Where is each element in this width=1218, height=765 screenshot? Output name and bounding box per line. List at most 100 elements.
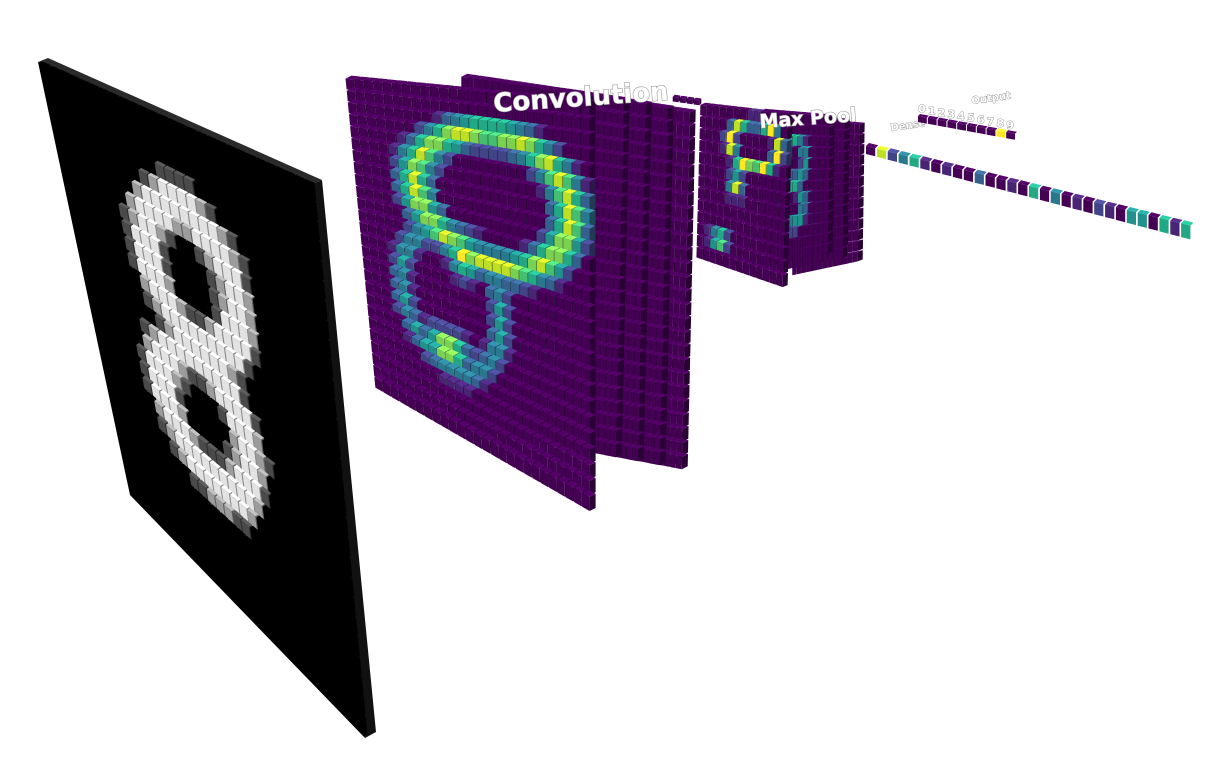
input-pixel-cell-top bbox=[124, 191, 137, 198]
input-pixel-cell-top bbox=[234, 285, 246, 293]
input-pixel-cell-top bbox=[97, 87, 110, 94]
input-pixel-cell bbox=[51, 125, 64, 144]
input-pixel-cell-top bbox=[219, 176, 232, 183]
input-pixel-cell-top bbox=[236, 236, 248, 243]
input-pixel-cell-top bbox=[236, 370, 248, 379]
input-pixel-cell-top bbox=[83, 154, 96, 161]
input-pixel-cell-side bbox=[328, 360, 334, 381]
input-pixel-cell bbox=[118, 204, 130, 224]
input-pixel-cell bbox=[172, 328, 184, 349]
input-pixel-cell bbox=[124, 322, 135, 343]
input-pixel-cell-top bbox=[143, 246, 155, 254]
input-pixel-cell bbox=[80, 223, 92, 243]
input-pixel-cell-top bbox=[221, 375, 232, 384]
input-pixel-cell bbox=[268, 201, 279, 223]
input-pixel-cell-top bbox=[129, 117, 142, 124]
input-pixel-cell-top bbox=[170, 309, 182, 317]
convolution-layer bbox=[345, 73, 696, 511]
input-pixel-cell bbox=[84, 279, 96, 300]
input-pixel-cell-top bbox=[160, 195, 172, 202]
input-pixel-cell bbox=[93, 286, 105, 306]
input-pixel-cell-top bbox=[214, 386, 226, 395]
input-pixel-cell-top bbox=[139, 317, 151, 325]
input-pixel-cell bbox=[112, 299, 123, 320]
input-pixel-cell-top bbox=[193, 356, 205, 364]
input-pixel-cell-top bbox=[93, 201, 105, 209]
input-pixel-cell bbox=[106, 308, 117, 329]
input-pixel-cell-top bbox=[255, 383, 267, 391]
input-pixel-cell-top bbox=[229, 249, 241, 256]
input-pixel-cell-top bbox=[127, 251, 139, 259]
input-pixel-cell-top bbox=[127, 207, 140, 215]
input-pixel-cell-top bbox=[182, 332, 193, 341]
input-pixel-cell-top bbox=[100, 103, 112, 110]
input-pixel-cell bbox=[58, 156, 70, 175]
input-pixel-cell-top bbox=[64, 143, 77, 151]
input-pixel-cell-top bbox=[212, 369, 223, 377]
input-pixel-cell bbox=[221, 377, 232, 400]
input-pixel-cell-top bbox=[217, 292, 229, 300]
input-pixel-cell bbox=[118, 247, 129, 268]
input-pixel-cell bbox=[114, 273, 126, 294]
input-pixel-cell bbox=[306, 220, 317, 242]
input-pixel-cell bbox=[121, 220, 133, 241]
input-pixel-cell bbox=[224, 146, 236, 167]
input-pixel-cell-top bbox=[153, 207, 165, 214]
input-pixel-cell-top bbox=[99, 191, 111, 199]
input-pixel-cell-top bbox=[234, 148, 246, 155]
input-pixel-cell-top bbox=[196, 373, 208, 382]
input-pixel-cell-top bbox=[278, 364, 290, 373]
input-pixel-cell-top bbox=[171, 152, 183, 159]
input-pixel-cell-top bbox=[58, 154, 70, 161]
input-pixel-cell-top bbox=[236, 304, 248, 312]
input-pixel-cell-top bbox=[96, 175, 108, 182]
input-pixel-cell-top bbox=[77, 206, 89, 214]
input-pixel-cell-top bbox=[115, 185, 127, 193]
input-pixel-cell bbox=[124, 280, 135, 300]
input-pixel-cell-top bbox=[51, 81, 64, 88]
input-pixel-cell bbox=[93, 245, 105, 265]
input-pixel-cell-top bbox=[272, 237, 284, 245]
input-pixel-cell-top bbox=[112, 169, 124, 176]
input-pixel-cell bbox=[246, 173, 257, 195]
input-pixel-cell bbox=[214, 388, 225, 411]
input-pixel-cell bbox=[204, 318, 215, 340]
input-pixel-cell-top bbox=[193, 245, 206, 253]
input-pixel-cell-top bbox=[192, 292, 204, 300]
input-pixel-cell-top bbox=[299, 325, 311, 332]
input-pixel-cell-top bbox=[239, 388, 251, 397]
input-pixel-cell-top bbox=[158, 130, 171, 137]
input-pixel-cell-top bbox=[175, 234, 187, 242]
input-pixel-cell-top bbox=[217, 225, 229, 233]
input-pixel-cell-top bbox=[305, 383, 317, 391]
input-pixel-cell bbox=[223, 395, 234, 418]
input-pixel-cell-top bbox=[90, 143, 102, 150]
input-pixel-cell-top bbox=[135, 151, 147, 158]
input-pixel-cell-top bbox=[151, 340, 163, 348]
input-pixel-cell-top bbox=[143, 201, 156, 209]
input-pixel-cell bbox=[142, 335, 153, 356]
input-pixel-cell-top bbox=[255, 315, 267, 323]
input-board-top bbox=[38, 58, 322, 184]
input-pixel-cell-top bbox=[68, 74, 80, 81]
input-pixel-cell bbox=[71, 177, 83, 196]
input-pixel-cell-top bbox=[74, 231, 86, 239]
input-pixel-cell-top bbox=[269, 289, 281, 297]
input-pixel-cell-top bbox=[87, 126, 99, 134]
input-pixel-cell-top bbox=[200, 166, 212, 174]
input-pixel-cell-top bbox=[304, 198, 317, 205]
input-pixel-cell-top bbox=[245, 241, 258, 248]
input-pixel-cell-top bbox=[147, 172, 160, 180]
input-pixel-cell-top bbox=[142, 138, 154, 145]
input-pixel-cell-top bbox=[178, 140, 190, 146]
input-pixel-cell-top bbox=[112, 213, 124, 220]
input-pixel-cell-top bbox=[189, 275, 201, 283]
input-pixel-cell bbox=[133, 242, 145, 263]
input-pixel-cell bbox=[302, 181, 314, 203]
input-pixel-cell-top bbox=[188, 321, 200, 329]
input-pixel-cell-top bbox=[322, 375, 334, 383]
input-pixel-cell-top bbox=[207, 153, 220, 160]
input-pixel-cell-top bbox=[275, 414, 287, 423]
input-pixel-cell-top bbox=[121, 218, 133, 226]
input-pixel-cell bbox=[130, 226, 142, 246]
